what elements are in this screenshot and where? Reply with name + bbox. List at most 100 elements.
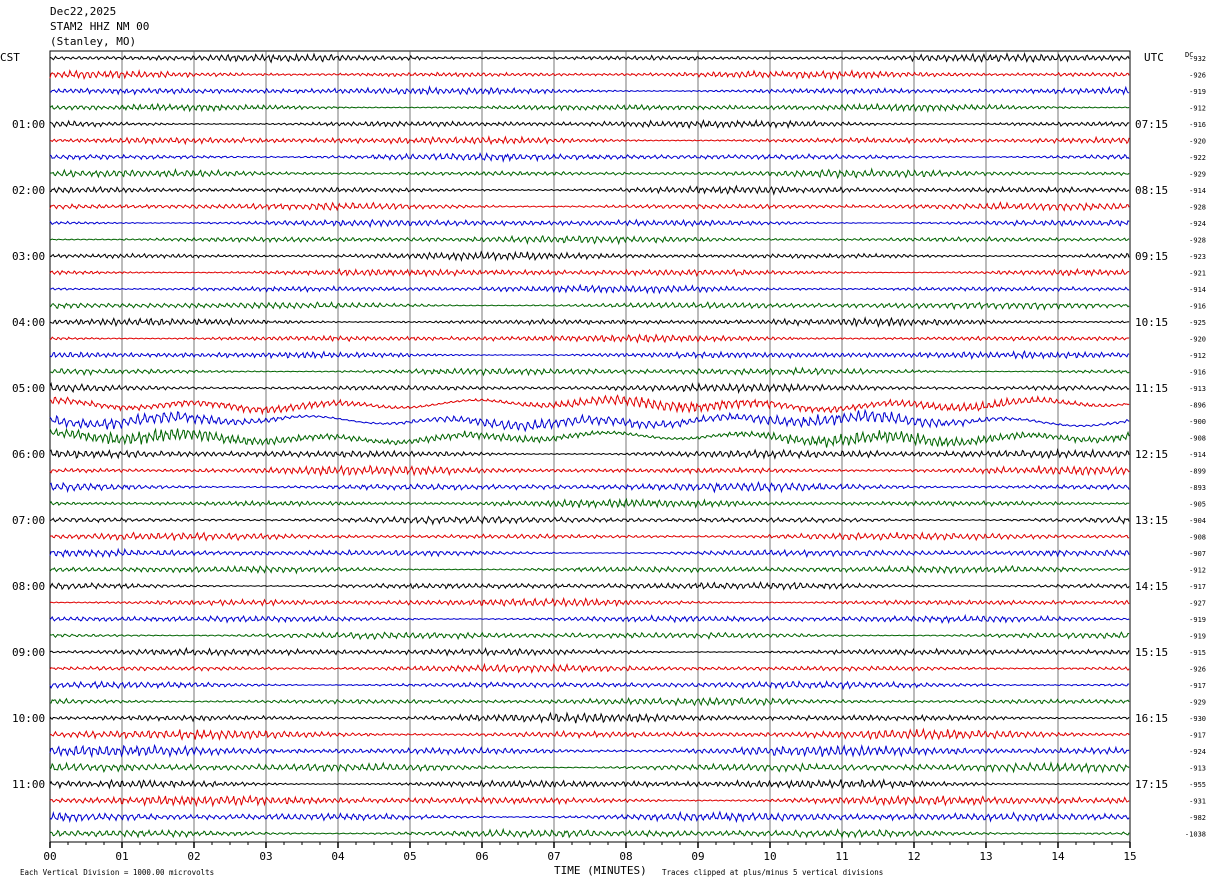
cst-hour-label: 02:00 (12, 184, 45, 197)
trace-row (49, 316, 1130, 328)
trace-row (49, 480, 1130, 494)
dc-offset-label: -912 (1189, 352, 1206, 360)
dc-offset-label: -896 (1189, 402, 1206, 410)
cst-hour-label: 06:00 (12, 448, 45, 461)
dc-offset-label: -926 (1189, 666, 1206, 674)
trace-row (49, 515, 1130, 526)
cst-hour-label: 11:00 (12, 778, 45, 791)
dc-offset-label: -982 (1189, 814, 1206, 822)
dc-offset-label: -907 (1189, 550, 1206, 558)
trace-row (49, 531, 1130, 542)
dc-offset-label: -929 (1189, 699, 1206, 707)
cst-hour-label: 08:00 (12, 580, 45, 593)
trace-row (49, 250, 1130, 263)
trace-row (49, 761, 1130, 775)
utc-hour-label: 15:15 (1135, 646, 1168, 659)
trace-row (49, 564, 1130, 575)
x-tick-label: 06 (475, 850, 488, 863)
right-timezone-label: UTC (1144, 51, 1164, 64)
utc-hour-label: 08:15 (1135, 184, 1168, 197)
trace-row (49, 333, 1130, 344)
dc-offset-label: -928 (1189, 237, 1206, 245)
trace-row (49, 497, 1130, 510)
x-tick-label: 03 (259, 850, 272, 863)
x-tick-label: 08 (619, 850, 632, 863)
x-tick-label: 15 (1123, 850, 1136, 863)
dc-offset-label: -908 (1189, 435, 1206, 443)
trace-row (50, 85, 1130, 96)
x-tick-label: 09 (691, 850, 704, 863)
x-tick-label: 05 (403, 850, 416, 863)
x-axis-title: TIME (MINUTES) (554, 864, 647, 877)
trace-row (49, 51, 1130, 64)
trace-row (49, 102, 1130, 114)
dc-offset-label: -914 (1189, 187, 1206, 195)
trace-row (49, 711, 1130, 724)
dc-offset-label: -914 (1189, 451, 1206, 459)
utc-hour-label: 12:15 (1135, 448, 1168, 461)
dc-offset-label: -926 (1189, 72, 1206, 80)
trace-row (49, 152, 1130, 163)
cst-hour-label: 04:00 (12, 316, 45, 329)
utc-hour-label: 14:15 (1135, 580, 1168, 593)
left-timezone-label: CST (0, 51, 20, 64)
dc-offset-label: -919 (1189, 616, 1206, 624)
trace-row (49, 679, 1130, 691)
dc-offset-label: -1038 (1185, 831, 1206, 839)
trace-row (49, 464, 1130, 477)
dc-offset-label: -917 (1189, 583, 1206, 591)
trace-row (49, 381, 1130, 395)
trace-row (49, 118, 1130, 130)
dc-offset-label: -912 (1189, 567, 1206, 575)
trace-row (49, 646, 1130, 657)
trace-row (49, 580, 1130, 591)
cst-hour-label: 01:00 (12, 118, 45, 131)
dc-offset-label: -900 (1189, 418, 1206, 426)
trace-row (49, 778, 1130, 790)
dc-offset-label: -932 (1189, 55, 1206, 63)
recording-date: Dec22,2025 (50, 5, 117, 18)
cst-hour-label: 03:00 (12, 250, 45, 263)
dc-offset-label: -924 (1189, 220, 1206, 228)
trace-row (49, 366, 1130, 377)
dc-offset-label: -908 (1189, 534, 1206, 542)
trace-row (49, 267, 1130, 278)
dc-offset-label: -928 (1189, 204, 1206, 212)
utc-hour-label: 11:15 (1135, 382, 1168, 395)
utc-hour-label: 10:15 (1135, 316, 1168, 329)
trace-row (49, 234, 1130, 246)
x-tick-label: 01 (115, 850, 128, 863)
dc-offset-label: -905 (1189, 501, 1206, 509)
trace-row (49, 596, 1130, 608)
cst-hour-label: 05:00 (12, 382, 45, 395)
trace-row (49, 662, 1130, 674)
trace-row (49, 69, 1130, 81)
dc-offset-label: -925 (1189, 319, 1206, 327)
cst-hour-label: 07:00 (12, 514, 45, 527)
trace-row (49, 547, 1130, 559)
x-tick-label: 00 (43, 850, 56, 863)
trace-row (49, 827, 1130, 840)
dc-offset-label: -923 (1189, 253, 1206, 261)
dc-offset-label: -915 (1189, 649, 1206, 657)
trace-row (49, 447, 1130, 460)
x-tick-label: 12 (907, 850, 920, 863)
trace-row (49, 200, 1130, 212)
x-tick-label: 04 (331, 850, 345, 863)
dc-offset-label: -899 (1189, 468, 1206, 476)
dc-offset-label: -913 (1189, 765, 1206, 773)
x-tick-label: 07 (547, 850, 560, 863)
x-tick-label: 14 (1051, 850, 1065, 863)
trace-row (49, 810, 1130, 824)
dc-offset-label: -930 (1189, 715, 1206, 723)
trace-row (49, 743, 1130, 759)
trace-row (49, 613, 1130, 625)
plot-frame (49, 50, 1131, 843)
trace-row (49, 727, 1130, 742)
trace-row (49, 283, 1130, 295)
dc-offset-label: -913 (1189, 385, 1206, 393)
dc-offset-label: -922 (1189, 154, 1206, 162)
trace-row (49, 184, 1130, 196)
dc-offset-label: -914 (1189, 286, 1206, 294)
